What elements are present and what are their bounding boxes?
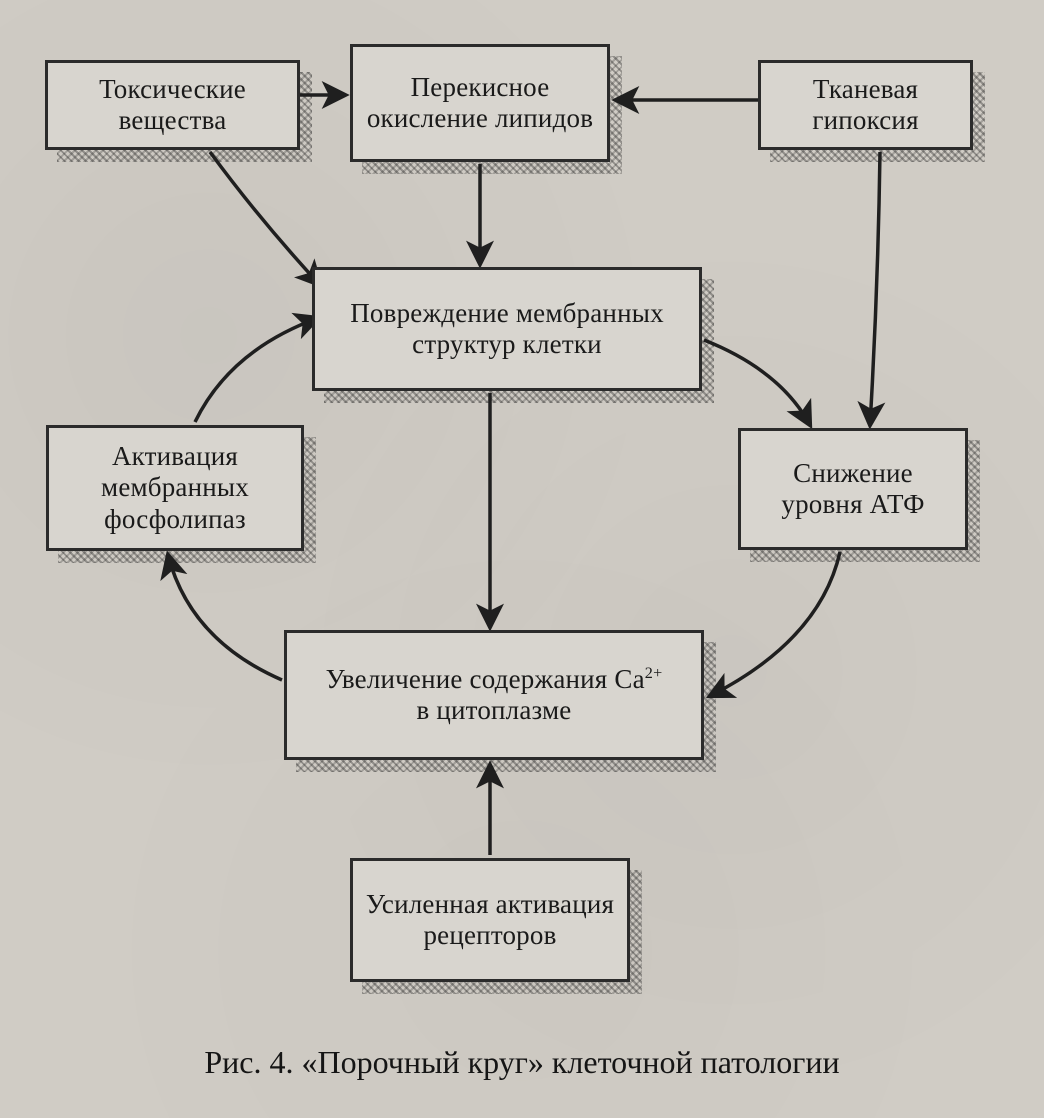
node-calcium: Увеличение содержания Ca2+ в цитоплазме xyxy=(284,630,704,760)
node-label: Тканевая гипоксия xyxy=(771,74,960,136)
node-atp: Снижение уровня АТФ xyxy=(738,428,968,550)
node-phospho: Активация мембранных фосфолипаз xyxy=(46,425,304,551)
node-label: Увеличение содержания Ca2+ в цитоплазме xyxy=(297,664,691,726)
node-label: Снижение уровня АТФ xyxy=(751,458,955,520)
edge-hypoxia-to-atp xyxy=(870,152,880,425)
node-label: Повреждение мембранных структур клетки xyxy=(325,298,689,360)
edge-toxic-to-membrane xyxy=(210,152,320,285)
node-membrane: Повреждение мембранных структур клетки xyxy=(312,267,702,391)
node-hypoxia: Тканевая гипоксия xyxy=(758,60,973,150)
node-label: Усиленная активация рецепторов xyxy=(363,889,617,951)
edge-phospho-to-membrane xyxy=(195,318,318,422)
node-toxic: Токсические вещества xyxy=(45,60,300,150)
edge-atp-to-calcium xyxy=(710,552,840,696)
edge-calcium-to-phospho xyxy=(168,555,282,680)
node-label: Токсические вещества xyxy=(58,74,287,136)
caption-text: Рис. 4. «Порочный круг» клеточной патоло… xyxy=(204,1044,839,1080)
node-peroxide: Перекисное окисление липидов xyxy=(350,44,610,162)
node-receptors: Усиленная активация рецепторов xyxy=(350,858,630,982)
node-label: Активация мембранных фосфолипаз xyxy=(59,441,291,534)
figure-caption: Рис. 4. «Порочный круг» клеточной патоло… xyxy=(0,1044,1044,1081)
edge-membrane-to-atp xyxy=(704,340,810,425)
node-label: Перекисное окисление липидов xyxy=(363,72,597,134)
